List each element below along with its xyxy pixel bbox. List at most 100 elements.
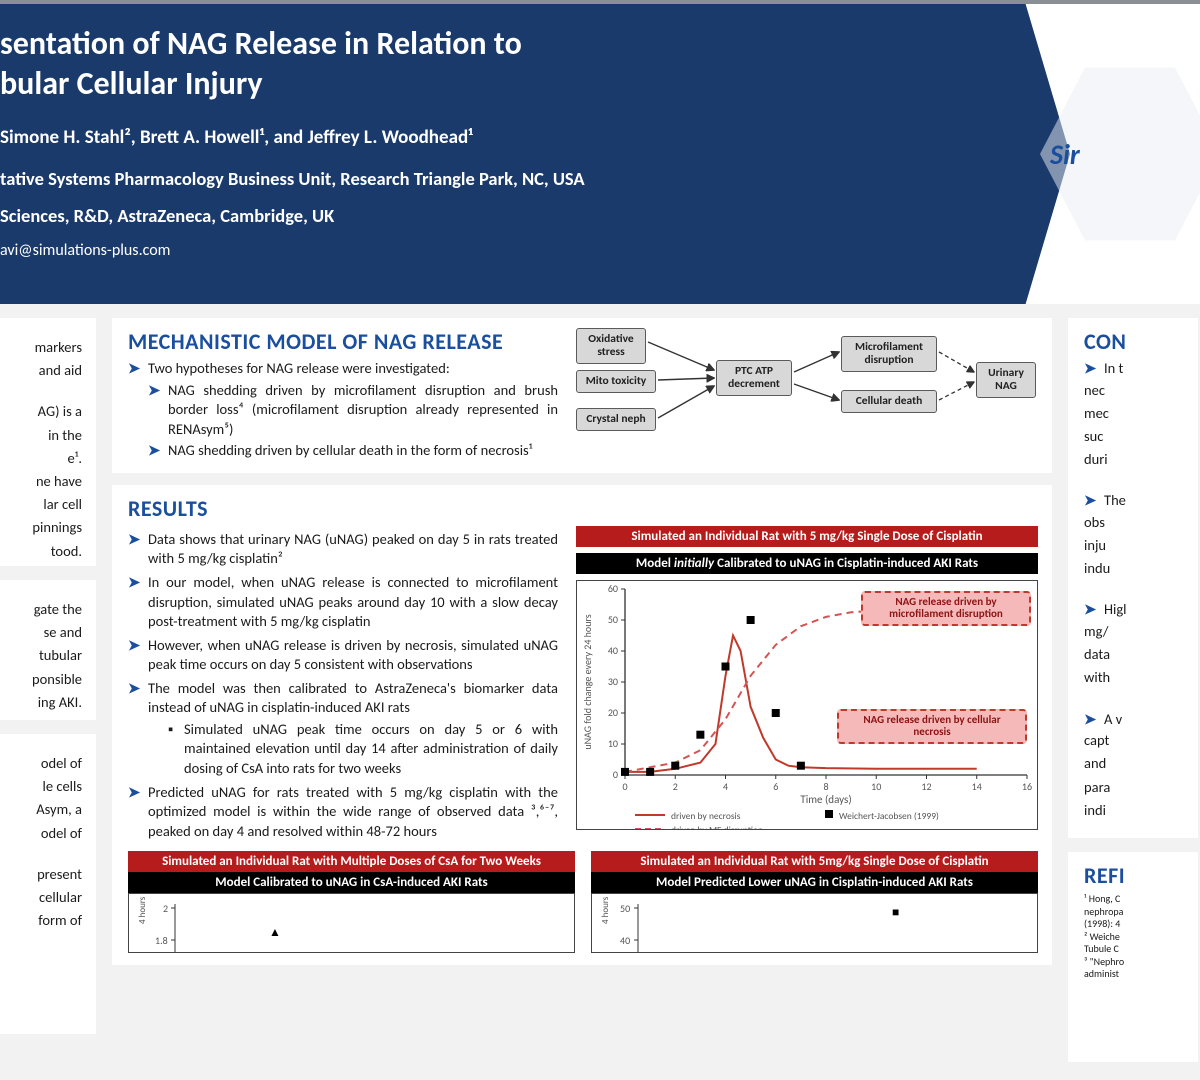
- results-b3: ➤However, when uNAG release is driven by…: [128, 636, 558, 675]
- results-title: RESULTS: [128, 495, 1038, 522]
- results-b4: ➤The model was then calibrated to AstraZ…: [128, 679, 558, 718]
- right-frag: capt: [1084, 729, 1198, 752]
- right-frag: ➤Higl: [1084, 600, 1198, 620]
- left-frag: tubular: [0, 644, 82, 667]
- svg-text:60: 60: [608, 582, 618, 595]
- svg-text:2: 2: [163, 902, 168, 915]
- right-frag: and: [1084, 752, 1198, 775]
- left-frag: Asym, a: [0, 798, 82, 821]
- left-frag: odel of: [0, 752, 82, 775]
- affiliation-2: Sciences, R&D, AstraZeneca, Cambridge, U…: [0, 204, 1010, 227]
- ref-frag: administ: [1084, 968, 1198, 981]
- mech-bullet-1: ➤Two hypotheses for NAG release were inv…: [128, 359, 558, 379]
- references-title-frag: REFI: [1084, 862, 1198, 889]
- conclusions-title-frag: CON: [1084, 328, 1198, 355]
- authors-line: Simone H. Stahl², Brett A. Howell¹, and …: [0, 126, 1010, 149]
- svg-text:30: 30: [608, 675, 618, 688]
- results-b2: ➤In our model, when uNAG release is conn…: [128, 573, 558, 632]
- mini-ylabel: 4 hours: [600, 896, 611, 924]
- right-frag: with: [1084, 666, 1198, 689]
- left-frag: AG) is a: [0, 400, 82, 423]
- left-frag: tood.: [0, 540, 82, 563]
- right-frag: mg/: [1084, 620, 1198, 643]
- left-frag: odel of: [0, 822, 82, 845]
- poster-title-line1: sentation of NAG Release in Relation to: [0, 24, 1010, 64]
- results-text: ➤Data shows that urinary NAG (uNAG) peak…: [128, 526, 558, 841]
- svg-text:driven by necrosis: driven by necrosis: [671, 810, 741, 822]
- callout-necrosis: NAG release driven by cellularnecrosis: [837, 709, 1027, 744]
- right-frag: indi: [1084, 799, 1198, 822]
- bottom-right-chart: 4 hours 50 40 ■: [591, 893, 1038, 953]
- svg-text:20: 20: [608, 706, 618, 719]
- left-frag: le cells: [0, 775, 82, 798]
- svg-text:0: 0: [613, 768, 618, 781]
- contact-email: avi@simulations-plus.com: [0, 241, 1010, 260]
- header-banner: sentation of NAG Release in Relation to …: [0, 4, 1200, 304]
- header-right: Sir: [1040, 4, 1200, 304]
- right-frag: ➤The: [1084, 491, 1198, 511]
- mech-sub-1a: ➤NAG shedding driven by microfilament di…: [148, 381, 558, 440]
- mechanistic-panel: MECHANISTIC MODEL OF NAG RELEASE ➤Two hy…: [112, 318, 1052, 473]
- ref-frag: (1998): 4: [1084, 918, 1198, 931]
- left-frag: ponsible: [0, 668, 82, 691]
- svg-text:10: 10: [608, 737, 618, 750]
- mechanistic-title: MECHANISTIC MODEL OF NAG RELEASE: [128, 328, 558, 355]
- right-frag: para: [1084, 776, 1198, 799]
- left-frag: pinnings: [0, 516, 82, 539]
- svg-text:0: 0: [622, 780, 627, 793]
- bottom-chart-pair: Simulated an Individual Rat with Multipl…: [128, 851, 1038, 953]
- svg-text:12: 12: [921, 780, 931, 793]
- header-blue-chevron: sentation of NAG Release in Relation to …: [0, 4, 1070, 304]
- left-cutoff-column: markers and aid AG) is a in the e¹. ne h…: [0, 318, 96, 1062]
- left-frag: lar cell: [0, 493, 82, 516]
- right-frag: indu: [1084, 557, 1198, 580]
- svg-text:40: 40: [620, 934, 630, 947]
- results-b4a: ▪Simulated uNAG peak time occurs on day …: [168, 720, 558, 779]
- svg-text:40: 40: [608, 644, 618, 657]
- right-frag: duri: [1084, 448, 1198, 471]
- poster-root: sentation of NAG Release in Relation to …: [0, 4, 1200, 1080]
- bottom-left-red: Simulated an Individual Rat with Multipl…: [128, 851, 575, 872]
- ref-frag: ² Weiche: [1084, 931, 1198, 944]
- svg-text:14: 14: [972, 780, 982, 793]
- chart1-black-caption: Model initially Calibrated to uNAG in Ci…: [576, 553, 1038, 574]
- affiliation-1: tative Systems Pharmacology Business Uni…: [0, 167, 1010, 190]
- svg-text:Time (days): Time (days): [800, 793, 851, 806]
- left-frag: gate the: [0, 598, 82, 621]
- mech-sub-1b: ➤NAG shedding driven by cellular death i…: [148, 441, 558, 461]
- poster-title-line2: bular Cellular Injury: [0, 64, 1010, 104]
- results-b5: ➤Predicted uNAG for rats treated with 5 …: [128, 783, 558, 842]
- poster-body: markers and aid AG) is a in the e¹. ne h…: [0, 304, 1200, 1062]
- left-frag: form of: [0, 909, 82, 932]
- ref-frag: ³ "Nephro: [1084, 956, 1198, 969]
- svg-text:4: 4: [723, 780, 728, 793]
- svg-text:■: ■: [892, 906, 899, 920]
- left-frag: se and: [0, 621, 82, 644]
- left-frag: ing AKI.: [0, 691, 82, 714]
- svg-text:50: 50: [620, 902, 630, 915]
- right-frag: inju: [1084, 534, 1198, 557]
- chart1-frame: 02468101214160102030405060Time (days)uNA…: [576, 580, 1038, 830]
- svg-text:1.8: 1.8: [155, 934, 168, 947]
- svg-text:10: 10: [871, 780, 881, 793]
- left-frag: and aid: [0, 359, 82, 382]
- right-frag: obs: [1084, 511, 1198, 534]
- right-frag: nec: [1084, 379, 1198, 402]
- svg-text:driven by MF disruption: driven by MF disruption: [671, 824, 763, 829]
- chart1-red-caption: Simulated an Individual Rat with 5 mg/kg…: [576, 526, 1038, 547]
- results-panel: RESULTS ➤Data shows that urinary NAG (uN…: [112, 485, 1052, 965]
- left-frag: e¹.: [0, 447, 82, 470]
- ref-frag: nephropa: [1084, 906, 1198, 919]
- left-frag: present: [0, 863, 82, 886]
- mechanistic-text: MECHANISTIC MODEL OF NAG RELEASE ➤Two hy…: [128, 328, 558, 461]
- left-frag: in the: [0, 424, 82, 447]
- svg-text:6: 6: [773, 780, 778, 793]
- svg-text:2: 2: [673, 780, 678, 793]
- right-frag: ➤A v: [1084, 710, 1198, 730]
- ref-frag: Tubule C: [1084, 943, 1198, 956]
- svg-text:▲: ▲: [269, 926, 281, 940]
- bottom-right-black: Model Predicted Lower uNAG in Cisplatin-…: [591, 872, 1038, 893]
- callout-mf: NAG release driven bymicrofilament disru…: [861, 591, 1031, 626]
- results-b1: ➤Data shows that urinary NAG (uNAG) peak…: [128, 530, 558, 569]
- right-frag: ➤In t: [1084, 359, 1198, 379]
